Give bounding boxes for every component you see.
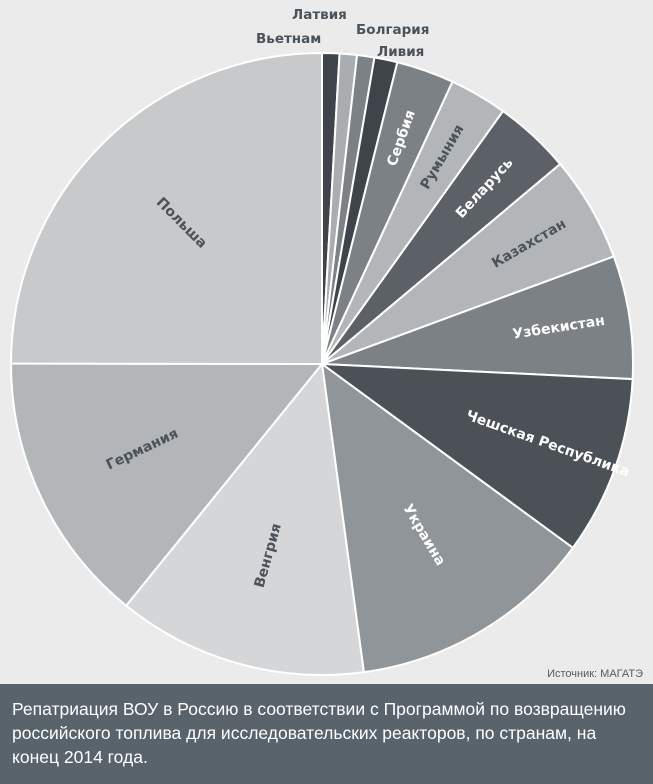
slice-Узбекистан (321, 255, 634, 381)
slice-Германия (9, 362, 325, 608)
slice-Польша (9, 51, 323, 366)
pie-chart: ВьетнамЛатвияБолгарияЛивияСербияРумынияБ… (9, 7, 634, 676)
slice-Вьетнам-label: Вьетнам (256, 31, 321, 47)
caption: Репатриация ВОУ в Россию в соответствии … (0, 684, 653, 784)
chart-area: Вьетнам Латвия Болгария Ливия Сербия Румыния Б… (0, 0, 653, 684)
source-note: Источник: МАГАТЭ (547, 668, 643, 680)
slice-Латвия-label: Латвия (292, 7, 347, 23)
slice-Венгрия (124, 361, 365, 676)
slice-Чешская-Республика (318, 362, 634, 550)
slice-Ливия-label: Ливия (377, 44, 424, 60)
slice-Болгария-label: Болгария (356, 22, 429, 38)
slice-Украина (320, 361, 575, 674)
